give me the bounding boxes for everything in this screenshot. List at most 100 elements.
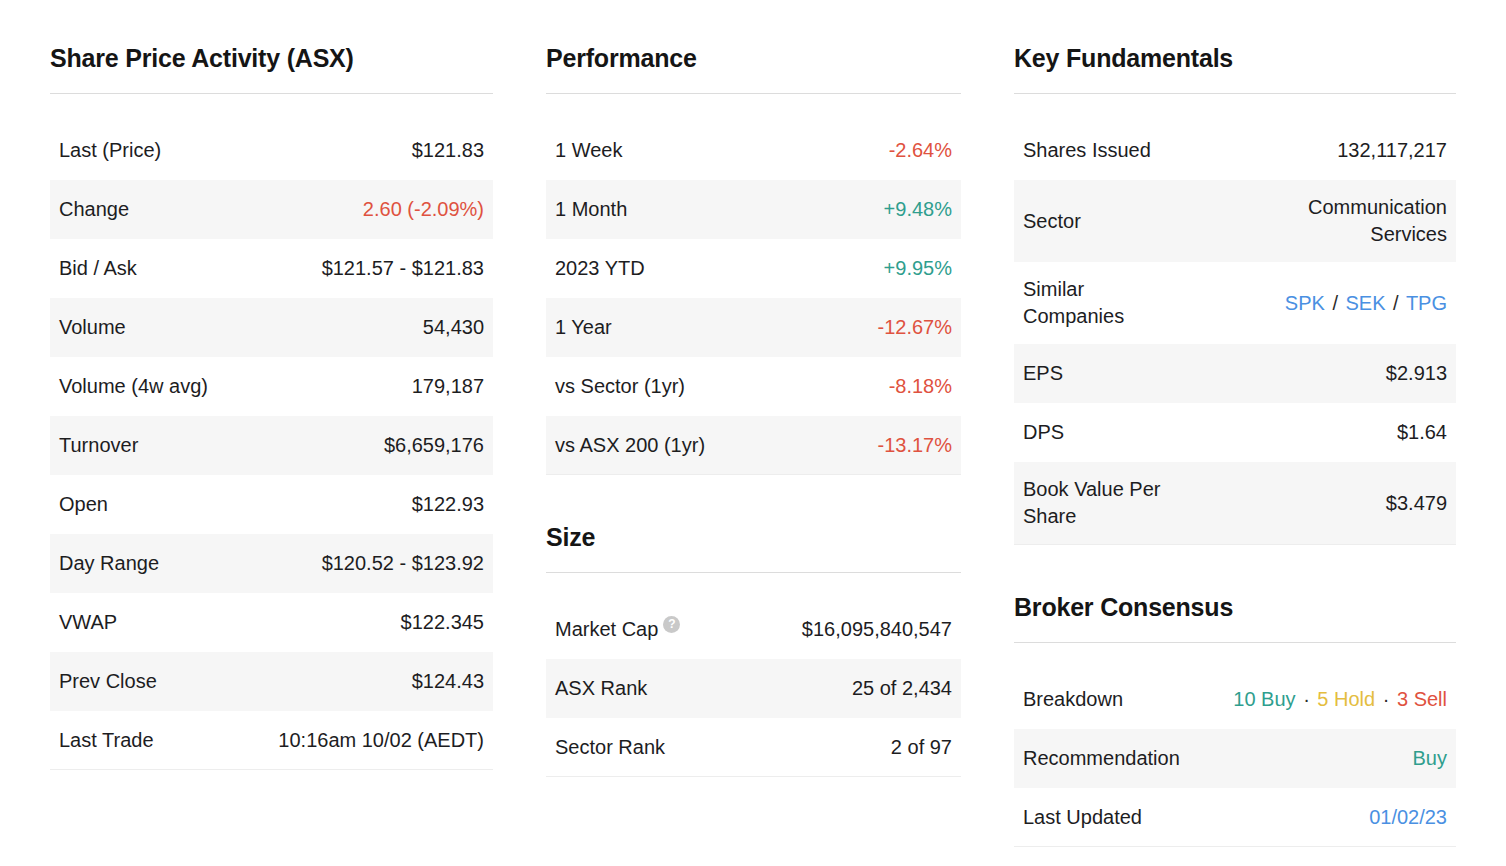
row-label: Last Updated [1023, 804, 1142, 831]
row-value: 132,117,217 [1337, 137, 1447, 164]
row-value: $2.913 [1386, 360, 1447, 387]
row-value: $120.52 - $123.92 [322, 550, 484, 577]
row-label: EPS [1023, 360, 1063, 387]
table-row: Last Updated 01/02/23 [1014, 788, 1456, 847]
row-value: $121.83 [412, 137, 484, 164]
row-label: Last (Price) [59, 137, 161, 164]
row-value: $124.43 [412, 668, 484, 695]
row-label: Sector Rank [555, 734, 665, 761]
key-fundamentals-table: Shares Issued 132,117,217 Sector Communi… [1014, 121, 1456, 545]
row-value-change: 2.60 (-2.09%) [363, 196, 484, 223]
row-label: Turnover [59, 432, 138, 459]
row-value: +9.48% [884, 196, 952, 223]
recommendation-value: Buy [1413, 745, 1447, 772]
performance-table: 1 Week -2.64% 1 Month +9.48% 2023 YTD +9… [546, 121, 961, 475]
table-row: Last Trade 10:16am 10/02 (AEDT) [50, 711, 493, 770]
dot-separator: · [1303, 688, 1310, 710]
last-updated-link[interactable]: 01/02/23 [1369, 804, 1447, 831]
table-row: Volume (4w avg) 179,187 [50, 357, 493, 416]
stock-overview-page: Share Price Activity (ASX) Last (Price) … [0, 0, 1506, 847]
row-value: -8.18% [889, 373, 952, 400]
row-value: -2.64% [889, 137, 952, 164]
row-label: Open [59, 491, 108, 518]
table-row: 1 Year -12.67% [546, 298, 961, 357]
row-label: Shares Issued [1023, 137, 1151, 164]
row-label: Sector [1023, 208, 1081, 235]
row-value: $3.479 [1386, 490, 1447, 517]
similar-company-link-tpg[interactable]: TPG [1406, 292, 1447, 314]
row-label: DPS [1023, 419, 1064, 446]
row-value: $16,095,840,547 [802, 616, 952, 643]
row-label: vs ASX 200 (1yr) [555, 432, 705, 459]
table-row: Bid / Ask $121.57 - $121.83 [50, 239, 493, 298]
row-label: Book Value Per Share [1023, 476, 1183, 530]
table-row: Market Cap? $16,095,840,547 [546, 600, 961, 659]
breakdown-sell-count: 3 Sell [1397, 688, 1447, 710]
table-row: Day Range $120.52 - $123.92 [50, 534, 493, 593]
row-label: Breakdown [1023, 686, 1123, 713]
broker-consensus-table: Breakdown 10 Buy · 5 Hold · 3 Sell Recom… [1014, 670, 1456, 847]
help-icon[interactable]: ? [663, 616, 680, 633]
row-value: $122.345 [401, 609, 484, 636]
table-row: VWAP $122.345 [50, 593, 493, 652]
table-row: ASX Rank 25 of 2,434 [546, 659, 961, 718]
row-value: 2 of 97 [891, 734, 952, 761]
table-row: Breakdown 10 Buy · 5 Hold · 3 Sell [1014, 670, 1456, 729]
similar-company-link-sek[interactable]: SEK [1346, 292, 1386, 314]
row-value: $121.57 - $121.83 [322, 255, 484, 282]
table-row: Turnover $6,659,176 [50, 416, 493, 475]
similar-companies-links: SPK / SEK / TPG [1285, 290, 1447, 317]
table-row: Similar Companies SPK / SEK / TPG [1014, 262, 1456, 344]
row-label: Volume (4w avg) [59, 373, 208, 400]
slash-separator: / [1332, 292, 1338, 314]
table-row: 1 Week -2.64% [546, 121, 961, 180]
table-row: Book Value Per Share $3.479 [1014, 462, 1456, 545]
row-label: Prev Close [59, 668, 157, 695]
table-row: Sector Communication Services [1014, 180, 1456, 262]
table-row: vs Sector (1yr) -8.18% [546, 357, 961, 416]
table-row: 1 Month +9.48% [546, 180, 961, 239]
row-label: Change [59, 196, 129, 223]
market-cap-label: Market Cap [555, 618, 658, 640]
row-value: +9.95% [884, 255, 952, 282]
breakdown-hold-count: 5 Hold [1317, 688, 1375, 710]
row-label: Similar Companies [1023, 276, 1148, 330]
similar-company-link-spk[interactable]: SPK [1285, 292, 1325, 314]
table-row: 2023 YTD +9.95% [546, 239, 961, 298]
slash-separator: / [1393, 292, 1399, 314]
performance-title: Performance [546, 44, 961, 94]
table-row: Volume 54,430 [50, 298, 493, 357]
key-fundamentals-title: Key Fundamentals [1014, 44, 1456, 94]
row-value: $1.64 [1397, 419, 1447, 446]
table-row: vs ASX 200 (1yr) -13.17% [546, 416, 961, 475]
broker-breakdown-value: 10 Buy · 5 Hold · 3 Sell [1233, 686, 1447, 713]
row-value-sector: Communication Services [1257, 194, 1447, 248]
row-value: $122.93 [412, 491, 484, 518]
share-price-activity-table: Last (Price) $121.83 Change 2.60 (-2.09%… [50, 121, 493, 770]
row-value: -12.67% [878, 314, 953, 341]
row-label: Day Range [59, 550, 159, 577]
dot-separator: · [1383, 688, 1390, 710]
table-row: Sector Rank 2 of 97 [546, 718, 961, 777]
row-value: -13.17% [878, 432, 953, 459]
row-value: $6,659,176 [384, 432, 484, 459]
performance-size-column: Performance 1 Week -2.64% 1 Month +9.48%… [546, 44, 961, 847]
row-label: 2023 YTD [555, 255, 645, 282]
row-label: ASX Rank [555, 675, 647, 702]
row-label: 1 Year [555, 314, 612, 341]
row-value: 10:16am 10/02 (AEDT) [278, 727, 484, 754]
table-row: DPS $1.64 [1014, 403, 1456, 462]
breakdown-buy-count: 10 Buy [1233, 688, 1295, 710]
table-row: EPS $2.913 [1014, 344, 1456, 403]
row-value: 54,430 [423, 314, 484, 341]
table-row: Open $122.93 [50, 475, 493, 534]
row-label: Last Trade [59, 727, 154, 754]
row-value: 25 of 2,434 [852, 675, 952, 702]
table-row: Last (Price) $121.83 [50, 121, 493, 180]
share-price-activity-title: Share Price Activity (ASX) [50, 44, 493, 94]
row-label: Volume [59, 314, 126, 341]
row-value: 179,187 [412, 373, 484, 400]
row-label: 1 Month [555, 196, 627, 223]
row-label: vs Sector (1yr) [555, 373, 685, 400]
fundamentals-broker-column: Key Fundamentals Shares Issued 132,117,2… [1014, 44, 1456, 847]
